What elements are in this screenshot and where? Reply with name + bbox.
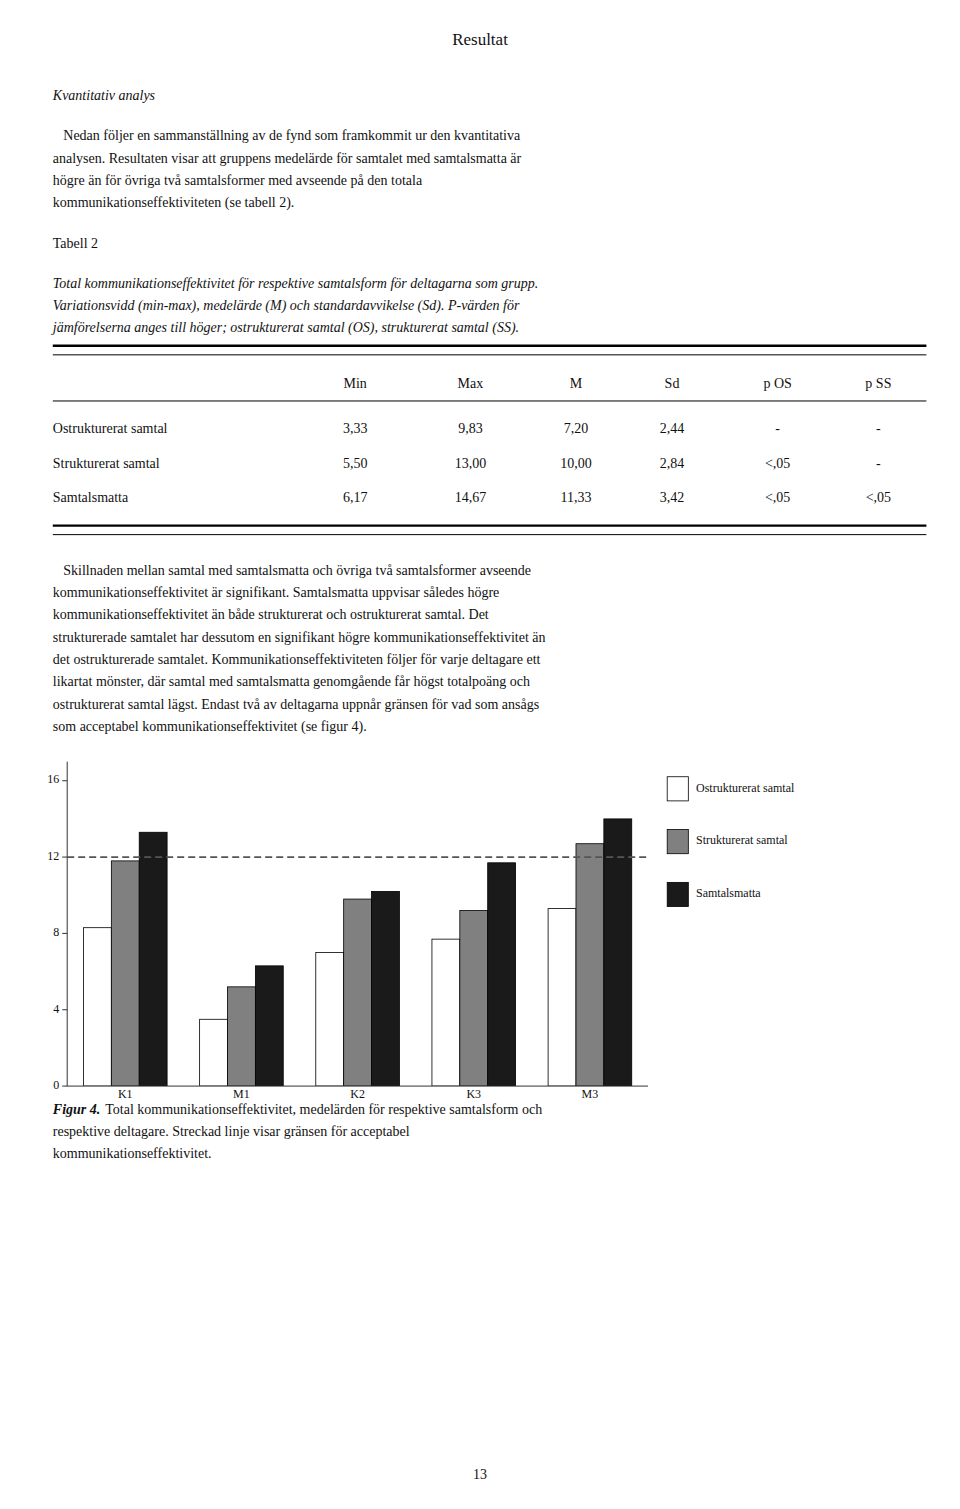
y-tick-label: 16 xyxy=(47,772,59,786)
table-cell: 11,33 xyxy=(561,490,592,505)
table-cell: - xyxy=(775,421,780,436)
bar xyxy=(200,1019,228,1086)
table-cell: 3,42 xyxy=(660,490,685,505)
threshold-line xyxy=(67,856,648,858)
table-cell: - xyxy=(876,456,881,471)
bar xyxy=(83,928,111,1086)
legend-label: Strukturerat samtal xyxy=(696,833,788,847)
legend-swatch xyxy=(667,777,688,801)
table-cell: 2,84 xyxy=(660,456,685,471)
figure-caption-line: respektive deltagare. Streckad linje vis… xyxy=(53,1124,410,1139)
table-caption-line: Total kommunikationseffektivitet för res… xyxy=(53,276,538,291)
table-rule-top-thin xyxy=(53,354,927,355)
y-tick xyxy=(62,933,67,934)
bar xyxy=(576,844,604,1086)
figure-caption-text: Total kommunikationseffektivitet, medelä… xyxy=(105,1102,542,1117)
y-tick xyxy=(62,780,67,781)
section-heading: Kvantitativ analys xyxy=(52,88,156,103)
bar xyxy=(316,952,344,1086)
bar xyxy=(111,861,139,1086)
y-tick xyxy=(62,857,67,858)
bar xyxy=(228,987,256,1086)
legend: Ostrukturerat samtal Strukturerat samtal S… xyxy=(667,777,795,907)
table-cell: <,05 xyxy=(765,490,790,505)
y-tick xyxy=(62,1086,67,1087)
y-tick-label: 12 xyxy=(47,849,59,863)
table-cell: 14,67 xyxy=(455,490,487,505)
table-rule-bottom-thin xyxy=(53,534,927,535)
paragraph-line: det ostrukturerade samtalet. Kommunikati… xyxy=(53,652,541,667)
table-header: Min xyxy=(344,376,367,391)
legend-swatch xyxy=(667,830,688,854)
x-tick-label: K2 xyxy=(350,1087,365,1101)
table-cell: 2,44 xyxy=(660,421,685,436)
paragraph-line: likartat mönster, där samtal med samtals… xyxy=(53,674,530,689)
bar xyxy=(488,863,516,1086)
table-cell: Samtalsmatta xyxy=(53,490,129,505)
table-cell: 13,00 xyxy=(455,456,487,471)
legend-swatch xyxy=(667,882,688,906)
y-tick xyxy=(62,1009,67,1010)
x-tick-label: M3 xyxy=(582,1087,599,1101)
table-header: Max xyxy=(458,376,484,391)
table-header: p OS xyxy=(763,376,791,391)
table-cell: <,05 xyxy=(765,456,790,471)
table-rule-top xyxy=(53,345,927,347)
figure-caption-line: Figur 4. Total kommunikationseffektivitet… xyxy=(52,1102,542,1117)
table-heading: Tabell 2 xyxy=(53,236,98,251)
table-header: p SS xyxy=(865,376,891,391)
paragraph-line: högre än för övriga två samtalsformer me… xyxy=(53,173,423,188)
paragraph-line: Nedan följer en sammanställning av de fy… xyxy=(53,128,521,143)
paragraph-line: som acceptabel kommunikationseffektivite… xyxy=(53,719,367,735)
table-cell: - xyxy=(876,421,881,436)
bar xyxy=(372,891,400,1086)
bar xyxy=(139,832,167,1086)
table-cell: 3,33 xyxy=(343,421,368,436)
figure-caption-line: kommunikationseffektivitet. xyxy=(53,1146,212,1161)
bar xyxy=(255,966,283,1086)
paragraph-line: kommunikationseffektivitet är signifikan… xyxy=(53,585,499,600)
bar xyxy=(460,911,488,1087)
page-title: Resultat xyxy=(452,30,508,49)
legend-label: Ostrukturerat samtal xyxy=(696,781,795,795)
paragraph-line: strukturerade samtalet har dessutom en s… xyxy=(53,630,546,645)
paragraph-line: kommunikationseffektiviteten (se tabell … xyxy=(53,195,295,211)
y-tick-label: 8 xyxy=(53,925,59,939)
legend-label: Samtalsmatta xyxy=(696,886,761,900)
chart: 0 4 8 12 16 K1 M1 K2 K3 M3 xyxy=(47,762,648,1101)
y-tick-label: 4 xyxy=(53,1002,59,1016)
x-tick-label: K1 xyxy=(118,1087,133,1101)
table-header: Sd xyxy=(665,376,680,391)
x-tick-label: M1 xyxy=(233,1087,250,1101)
paragraph-line: Skillnaden mellan samtal med samtalsmatt… xyxy=(53,563,531,578)
bar xyxy=(432,939,460,1086)
figure-label: Figur 4. xyxy=(52,1102,100,1117)
paragraph-line: ostrukturerat samtal lägst. Endast två a… xyxy=(53,697,539,712)
page: Resultat Kvantitativ analys Nedan följer … xyxy=(0,0,960,1509)
bar xyxy=(344,899,372,1086)
table-cell: 7,20 xyxy=(564,421,589,436)
table-caption-line: jämförelserna anges till höger; ostruktu… xyxy=(51,320,519,336)
table-header: M xyxy=(570,376,583,391)
page-number: 13 xyxy=(473,1467,487,1482)
bar xyxy=(548,909,576,1086)
table-rule-header xyxy=(53,400,927,401)
paragraph-line: kommunikationseffektivitet än både struk… xyxy=(53,607,489,622)
table-cell: Strukturerat samtal xyxy=(53,456,160,471)
bars xyxy=(67,819,648,1086)
table-cell: Ostrukturerat samtal xyxy=(53,421,168,436)
table-cell: 9,83 xyxy=(458,421,483,436)
table-cell: 10,00 xyxy=(560,456,592,471)
y-tick-label: 0 xyxy=(53,1078,59,1092)
table-cell: 5,50 xyxy=(343,456,368,471)
table-caption-line: Variationsvidd (min-max), medelärde (M) … xyxy=(53,298,520,314)
bar xyxy=(604,819,632,1086)
table-rule-bottom xyxy=(53,524,927,526)
table-cell: 6,17 xyxy=(343,490,368,505)
table-cell: <,05 xyxy=(866,490,891,505)
x-tick-label: K3 xyxy=(466,1087,481,1101)
y-axis xyxy=(67,762,68,1086)
paragraph-line: analysen. Resultaten visar att gruppens … xyxy=(53,151,522,166)
